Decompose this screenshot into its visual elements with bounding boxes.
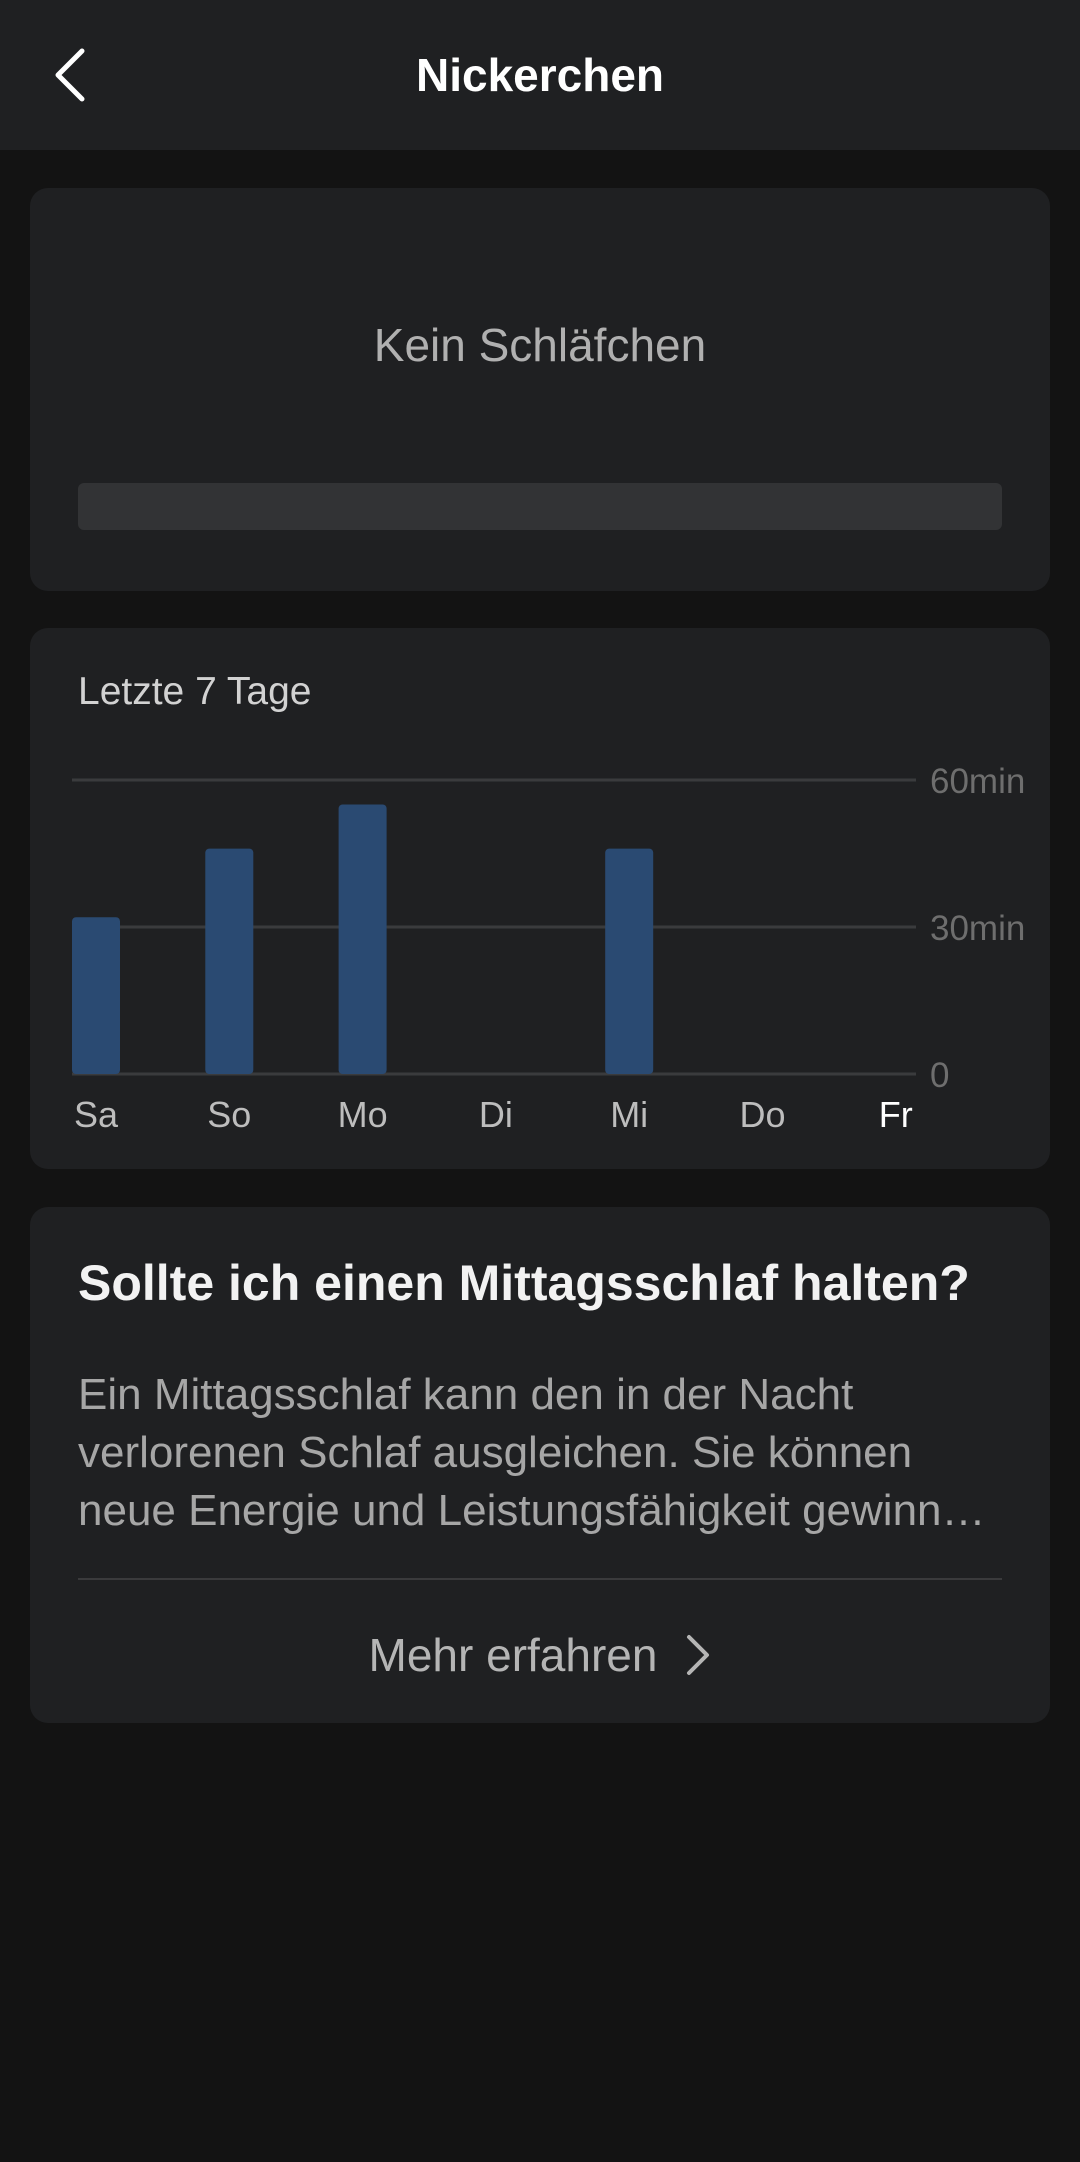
y-tick-label: 60min — [930, 762, 1025, 801]
chart-bar — [205, 848, 254, 1074]
info-body-line: Ein Mittagsschlaf kann den in der Nacht — [78, 1370, 854, 1419]
chevron-left-icon — [55, 48, 85, 102]
back-button[interactable] — [30, 35, 110, 115]
divider — [78, 1578, 1002, 1580]
y-tick-label: 0 — [930, 1056, 949, 1095]
chart-bar — [605, 848, 654, 1074]
info-body-line: neue Energie und Leistungsfähigkeit gewi… — [78, 1486, 1002, 1535]
info-body: Ein Mittagsschlaf kann den in der Nacht … — [78, 1366, 1002, 1540]
learn-more-label: Mehr erfahren — [368, 1629, 658, 1681]
info-card — [30, 1207, 1050, 1723]
weekly-nap-chart: 0 30min 60min Sa So Mo Di Mi Do Fr — [72, 762, 1025, 1135]
x-category-label: Mi — [610, 1094, 648, 1135]
x-category-label: Sa — [74, 1094, 119, 1135]
x-category-label: So — [207, 1094, 251, 1135]
info-body-line: verlorenen Schlaf ausgleichen. Sie könne… — [78, 1428, 913, 1477]
weekly-chart-card — [30, 628, 1050, 1169]
chart-title: Letzte 7 Tage — [78, 670, 312, 713]
nap-progress-bar — [78, 483, 1002, 530]
x-category-label: Di — [479, 1094, 513, 1135]
x-category-label: Fr — [879, 1094, 913, 1135]
chart-bar — [72, 917, 120, 1074]
y-tick-label: 30min — [930, 909, 1025, 948]
chevron-right-icon — [687, 1635, 710, 1675]
chart-bar — [338, 804, 387, 1074]
page-title: Nickerchen — [415, 49, 664, 101]
nap-status-text: Kein Schläfchen — [373, 319, 707, 371]
learn-more-button[interactable]: Mehr erfahren — [0, 1622, 1080, 1688]
info-title: Sollte ich einen Mittagsschlaf halten? — [78, 1255, 970, 1311]
app-header: Nickerchen — [0, 0, 1080, 150]
x-category-label: Mo — [338, 1094, 388, 1135]
x-category-label: Do — [739, 1094, 785, 1135]
